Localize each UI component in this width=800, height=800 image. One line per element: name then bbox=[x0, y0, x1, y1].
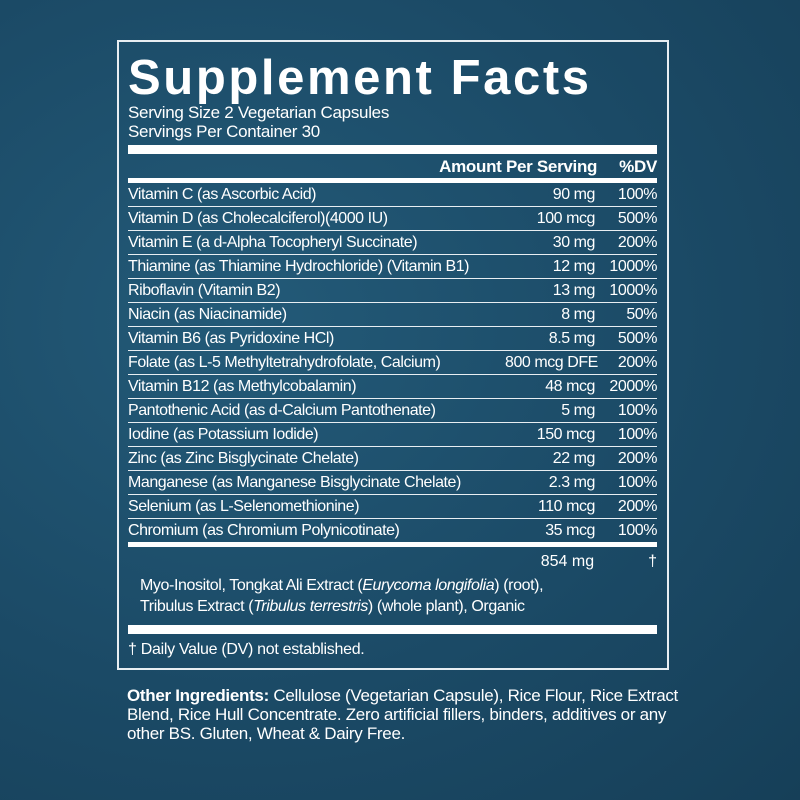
nutrient-dv: 100% bbox=[617, 474, 658, 491]
nutrient-name: Pantothenic Acid (as d-Calcium Pantothen… bbox=[128, 402, 436, 419]
panel-title: Supplement Facts bbox=[128, 51, 592, 105]
nutrient-dv: 1000% bbox=[609, 258, 657, 275]
nutrient-dv: 100% bbox=[617, 402, 658, 419]
divider-thick bbox=[128, 145, 657, 154]
nutrient-amount: 110 mcg bbox=[537, 498, 595, 515]
table-header: Amount Per Serving %DV bbox=[128, 154, 657, 178]
nutrient-amount: 2.3 mg bbox=[548, 474, 596, 491]
blend-dv: † bbox=[648, 553, 657, 570]
header-amount: Amount Per Serving bbox=[439, 157, 598, 176]
table-row: Niacin (as Niacinamide) 8 mg 50% bbox=[128, 303, 657, 327]
blend-latin-name: Tribulus terrestris bbox=[253, 598, 368, 615]
nutrient-amount: 8 mg bbox=[561, 306, 595, 323]
nutrient-name: Niacin (as Niacinamide) bbox=[128, 306, 287, 323]
nutrient-amount: 35 mcg bbox=[545, 522, 595, 539]
supplement-facts-panel: Supplement Facts Serving Size 2 Vegetari… bbox=[117, 40, 669, 670]
nutrient-name: Thiamine (as Thiamine Hydrochloride) (Vi… bbox=[128, 258, 470, 275]
divider-medium bbox=[128, 178, 657, 183]
nutrient-amount: 48 mcg bbox=[545, 378, 595, 395]
table-row: Selenium (as L-Selenomethionine) 110 mcg 2… bbox=[128, 495, 657, 519]
table-row: Folate (as L-5 Methyltetrahydrofolate, C… bbox=[128, 351, 657, 375]
nutrient-table: Vitamin C (as Ascorbic Acid) 90 mg 100% Vit… bbox=[128, 183, 657, 542]
other-ingredients-text: Cellulose (Vegetarian Capsule), Rice Flo… bbox=[127, 686, 678, 743]
nutrient-dv: 200% bbox=[617, 234, 658, 251]
nutrient-name: Vitamin B6 (as Pyridoxine HCl) bbox=[128, 330, 334, 347]
nutrient-name: Folate (as L-5 Methyltetrahydrofolate, C… bbox=[128, 354, 441, 371]
header-dv: %DV bbox=[619, 157, 657, 176]
table-row: Iodine (as Potassium Iodide) 150 mcg 100% bbox=[128, 423, 657, 447]
nutrient-dv: 500% bbox=[617, 210, 658, 227]
footnote: † Daily Value (DV) not established. bbox=[128, 641, 365, 658]
nutrient-name: Iodine (as Potassium Iodide) bbox=[128, 426, 319, 443]
nutrient-dv: 2000% bbox=[609, 378, 657, 395]
table-row: Vitamin D (as Cholecalciferol)(4000 IU) 1… bbox=[128, 207, 657, 231]
nutrient-amount: 150 mcg bbox=[536, 426, 596, 443]
nutrient-dv: 50% bbox=[626, 306, 657, 323]
other-ingredients: Other Ingredients: Cellulose (Vegetarian… bbox=[127, 686, 687, 743]
table-row: Thiamine (as Thiamine Hydrochloride) (Vi… bbox=[128, 255, 657, 279]
serving-size: Serving Size 2 Vegetarian Capsules bbox=[128, 103, 390, 122]
divider-medium bbox=[128, 542, 657, 547]
nutrient-amount: 100 mcg bbox=[536, 210, 596, 227]
table-row: Pantothenic Acid (as d-Calcium Pantothen… bbox=[128, 399, 657, 423]
blend-amount-row: 854 mg † bbox=[128, 553, 657, 575]
nutrient-name: Vitamin C (as Ascorbic Acid) bbox=[128, 186, 317, 203]
table-row: Zinc (as Zinc Bisglycinate Chelate) 22 mg… bbox=[128, 447, 657, 471]
nutrient-dv: 100% bbox=[617, 186, 658, 203]
nutrient-name: Chromium (as Chromium Polynicotinate) bbox=[128, 522, 400, 539]
blend-text: ) (root), bbox=[494, 577, 544, 594]
divider-thick bbox=[128, 625, 657, 634]
table-row: Vitamin E (a d-Alpha Tocopheryl Succinat… bbox=[128, 231, 657, 255]
blend-text: ) (whole plant), Organic bbox=[367, 598, 525, 615]
nutrient-amount: 800 mcg DFE bbox=[505, 354, 598, 371]
nutrient-amount: 5 mg bbox=[561, 402, 595, 419]
table-row: Vitamin B12 (as Methylcobalamin) 48 mcg 20… bbox=[128, 375, 657, 399]
nutrient-amount: 12 mg bbox=[552, 258, 596, 275]
table-row: Vitamin C (as Ascorbic Acid) 90 mg 100% bbox=[128, 183, 657, 207]
blend-amount: 854 mg bbox=[540, 553, 595, 570]
nutrient-dv: 500% bbox=[617, 330, 658, 347]
nutrient-amount: 22 mg bbox=[552, 450, 596, 467]
nutrient-name: Selenium (as L-Selenomethionine) bbox=[128, 498, 360, 515]
table-row: Manganese (as Manganese Bisglycinate Che… bbox=[128, 471, 657, 495]
nutrient-dv: 200% bbox=[617, 354, 658, 371]
nutrient-amount: 13 mg bbox=[552, 282, 596, 299]
blend-text: Tribulus Extract ( bbox=[140, 598, 254, 615]
nutrient-name: Riboflavin (Vitamin B2) bbox=[128, 282, 281, 299]
other-ingredients-label: Other Ingredients: bbox=[127, 686, 269, 705]
nutrient-dv: 1000% bbox=[609, 282, 657, 299]
nutrient-name: Zinc (as Zinc Bisglycinate Chelate) bbox=[128, 450, 359, 467]
servings-per-container: Servings Per Container 30 bbox=[128, 122, 320, 141]
blend-ingredients: Myo-Inositol, Tongkat Ali Extract (Euryc… bbox=[128, 575, 657, 617]
nutrient-amount: 90 mg bbox=[552, 186, 596, 203]
nutrient-dv: 100% bbox=[617, 522, 658, 539]
nutrient-dv: 200% bbox=[617, 498, 658, 515]
nutrient-name: Manganese (as Manganese Bisglycinate Che… bbox=[128, 474, 461, 491]
nutrient-name: Vitamin E (a d-Alpha Tocopheryl Succinat… bbox=[128, 234, 418, 251]
blend-text: Myo-Inositol, Tongkat Ali Extract ( bbox=[140, 577, 363, 594]
table-row: Riboflavin (Vitamin B2) 13 mg 1000% bbox=[128, 279, 657, 303]
blend-latin-name: Eurycoma longifolia bbox=[362, 577, 495, 594]
nutrient-amount: 8.5 mg bbox=[548, 330, 596, 347]
table-row: Chromium (as Chromium Polynicotinate) 35 … bbox=[128, 519, 657, 542]
nutrient-name: Vitamin D (as Cholecalciferol)(4000 IU) bbox=[128, 210, 388, 227]
nutrient-dv: 200% bbox=[617, 450, 658, 467]
nutrient-name: Vitamin B12 (as Methylcobalamin) bbox=[128, 378, 357, 395]
nutrient-amount: 30 mg bbox=[552, 234, 596, 251]
table-row: Vitamin B6 (as Pyridoxine HCl) 8.5 mg 500% bbox=[128, 327, 657, 351]
nutrient-dv: 100% bbox=[617, 426, 658, 443]
